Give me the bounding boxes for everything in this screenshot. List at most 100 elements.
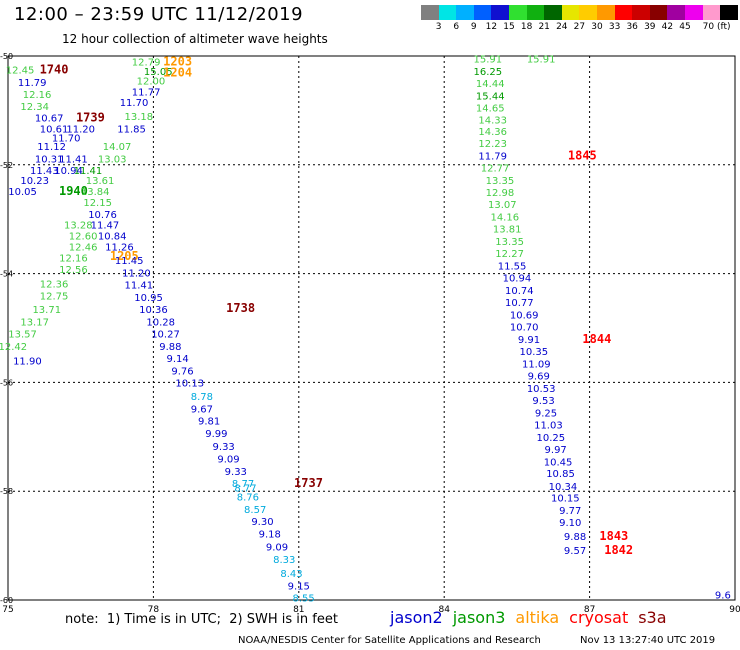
wave-height-value: 8.57 [244,505,266,516]
color-scale-cell [702,5,721,20]
wave-height-value: 12.79 [132,57,161,68]
legend-item-cryosat: cryosat [569,608,629,627]
color-scale-cell [508,5,527,20]
satellite-legend: jason2 jason3 altika cryosat s3a [390,608,677,627]
wave-height-value: 11.20 [122,269,151,280]
wave-height-value: 10.13 [175,378,204,389]
wave-height-value: 15.05 [144,67,173,78]
wave-height-value: 9.33 [225,467,247,478]
color-scale-label: 70 (ft) [702,22,731,32]
x-tick-label: 87 [584,605,595,615]
wave-height-value: 12.98 [486,188,515,199]
color-scale-cell [649,5,668,20]
x-tick-label: 90 [729,605,740,615]
pass-time-label: 1940 [59,184,88,198]
wave-height-value: 14.44 [476,79,505,90]
wave-height-value: 9.53 [532,396,554,407]
footer-note: note: 1) Time is in UTC; 2) SWH is in fe… [65,612,338,627]
color-scale-cell [491,5,509,20]
wave-height-value: 9.69 [528,371,550,382]
wave-height-value: 12.15 [83,198,112,209]
pass-time-label: 1203 [163,54,192,68]
wave-height-value: 13.57 [8,329,37,340]
wave-height-value: 11.12 [37,142,66,153]
wave-height-value: 11.45 [115,256,144,267]
wave-height-value: 10.31 [35,154,64,165]
y-tick-label: -54 [0,270,13,279]
color-scale-cell [684,5,703,20]
wave-height-value: 13.84 [81,187,110,198]
wave-height-value: 9.77 [559,506,581,517]
wave-height-value: 10.95 [134,293,163,304]
wave-height-value: 10.28 [146,317,175,328]
wave-height-value: 12.60 [69,232,98,243]
wave-height-value: 9.09 [266,543,288,554]
pass-time-label: 1843 [599,529,628,543]
wave-height-value: 11.03 [534,420,563,431]
x-tick-label: 84 [438,605,450,615]
wave-height-value: 12.77 [481,164,510,175]
wave-height-value: 11.41 [74,166,103,177]
wave-height-value: 9.97 [545,445,567,456]
color-scale-label: 24 [556,22,568,32]
wave-height-value: 13.03 [98,154,127,165]
color-scale-label: 9 [470,22,477,32]
color-scale-labels: 3 6 9 12 15 18 21 24 27 30 33 36 39 42 45 70 (ft) [421,22,740,34]
legend-item-jason3: jason3 [452,608,506,627]
wave-height-value: 11.41 [59,154,88,165]
x-tick-label: 78 [148,605,160,615]
color-scale-cell [544,5,562,20]
wave-height-value: 11.26 [105,242,134,253]
wave-height-value: 13.35 [495,237,524,248]
wave-height-value: 12.34 [20,102,49,113]
pass-time-label: 1738 [226,301,255,315]
wave-height-value: 12.23 [478,139,507,150]
wave-height-value: 10.34 [549,482,578,493]
color-scale-cell [473,5,492,20]
wave-height-value: 10.70 [510,322,539,333]
wave-height-value: 15.44 [476,92,505,103]
wave-height-value: 11.20 [66,124,95,135]
wave-height-value: 11.85 [117,124,146,135]
color-scale-label: 21 [538,22,550,32]
color-scale-label: 42 [661,22,674,32]
wave-height-value: 10.94 [503,273,532,284]
wave-height-value: 13.81 [493,224,522,235]
y-tick-label: -60 [0,596,13,605]
color-scale-cell [421,5,439,20]
credit-line: NOAA/NESDIS Center for Satellite Applica… [238,635,541,646]
wave-height-value: 10.36 [139,305,168,316]
wave-height-value: 8.33 [273,555,295,566]
color-scale-cell [561,5,580,20]
wave-height-value: 9.67 [191,405,213,416]
generated-timestamp: Nov 13 13:27:40 UTC 2019 [580,635,716,646]
wave-height-value: 8.43 [280,569,302,580]
wave-height-value: 9.81 [198,416,220,427]
wave-height-value: 11.79 [18,78,47,89]
color-scale-cell [438,5,457,20]
pass-time-label: 1737 [294,476,323,490]
color-scale-label: 27 [573,22,586,32]
wave-height-value: 11.41 [125,280,154,291]
chart-title: 12:00 – 23:59 UTC 11/12/2019 [14,4,304,25]
wave-height-value: 9.6 [715,591,731,602]
wave-height-value: 12.36 [40,279,69,290]
wave-height-value: 9.14 [167,354,189,365]
pass-time-label: 1739 [76,110,105,124]
color-scale-label: 30 [591,22,603,32]
pass-time-label: 1205 [110,249,139,263]
wave-height-value: 12.56 [59,265,88,276]
color-scale-label: 12 [485,22,498,32]
wave-height-value: 10.69 [510,310,539,321]
wave-height-value: 12.16 [59,253,88,264]
color-scale-cell [579,5,597,20]
plot-frame [7,55,736,601]
pass-time-label: 1845 [568,149,597,163]
wave-height-value: 11.55 [498,261,527,272]
color-scale-cell [456,5,474,20]
color-scale-label: 36 [626,22,638,32]
color-scale-label: 45 [679,22,691,32]
wave-height-value: 8.77 [234,483,256,494]
wave-height-value: 9.30 [251,517,273,528]
